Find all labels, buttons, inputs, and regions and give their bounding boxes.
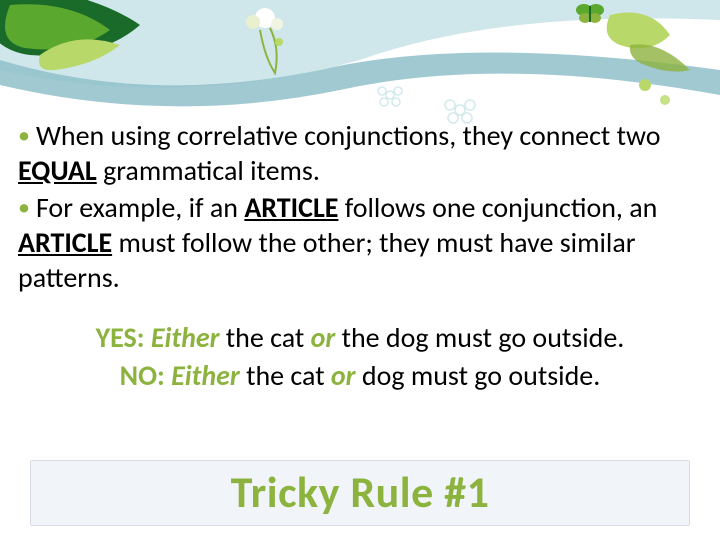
emphasized-term: ARTICLE <box>18 225 112 260</box>
example-no: NO: Either the cat or dog must go outsid… <box>18 357 702 395</box>
emphasized-term: ARTICLE <box>244 190 338 225</box>
slide-title-box: Tricky Rule #1 <box>30 460 690 526</box>
example-no-label: NO: <box>120 358 165 393</box>
bullet-item: •When using correlative conjunctions, th… <box>18 118 702 188</box>
slide-title: Tricky Rule #1 <box>31 465 689 519</box>
correlative-keyword: Either <box>151 320 220 355</box>
examples-block: YES: Either the cat or the dog must go o… <box>18 319 702 395</box>
bullet-text: follows one conjunction, an <box>338 190 657 225</box>
emphasized-term: EQUAL <box>18 153 97 188</box>
bullet-dot-icon: • <box>18 121 30 150</box>
slide-content: •When using correlative conjunctions, th… <box>18 118 702 395</box>
correlative-keyword: or <box>331 358 356 393</box>
example-yes: YES: Either the cat or the dog must go o… <box>18 319 702 357</box>
example-text: the cat <box>240 358 331 393</box>
bullet-text: grammatical items. <box>97 153 320 188</box>
correlative-keyword: Either <box>171 358 240 393</box>
bullet-text: When using correlative conjunctions, the… <box>36 118 661 153</box>
example-yes-label: YES: <box>96 320 145 355</box>
bullet-list: •When using correlative conjunctions, th… <box>18 118 702 295</box>
correlative-keyword: or <box>311 320 336 355</box>
bullet-text: For example, if an <box>36 190 244 225</box>
bullet-item: •For example, if an ARTICLE follows one … <box>18 190 702 295</box>
example-text: the dog must go outside. <box>335 320 624 355</box>
bullet-dot-icon: • <box>18 193 30 222</box>
example-text: dog must go outside. <box>356 358 601 393</box>
example-text: the cat <box>219 320 310 355</box>
